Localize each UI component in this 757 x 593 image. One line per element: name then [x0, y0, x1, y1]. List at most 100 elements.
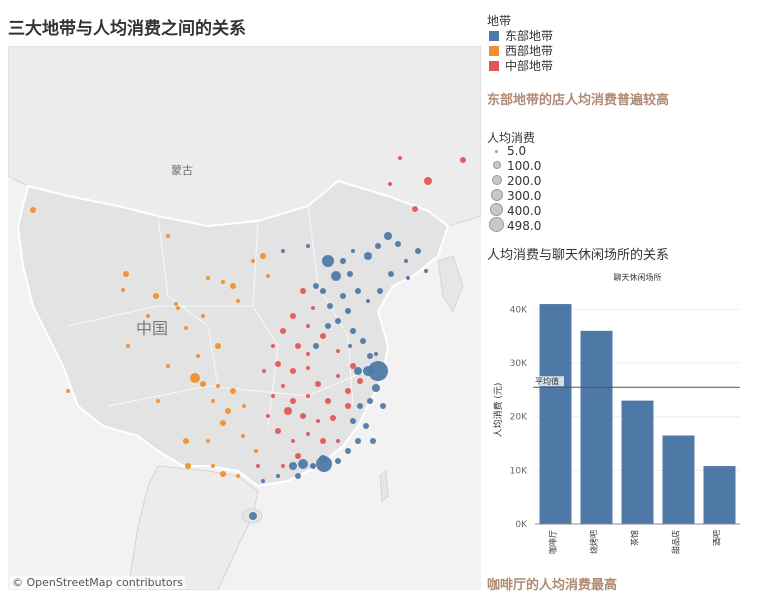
map-store-point[interactable]: [211, 399, 215, 403]
map-store-point[interactable]: [398, 156, 402, 160]
map-store-point[interactable]: [221, 280, 225, 284]
map-store-point[interactable]: [306, 394, 310, 398]
map-store-point[interactable]: [345, 308, 351, 314]
map-store-point[interactable]: [184, 326, 188, 330]
map-store-point[interactable]: [196, 354, 200, 358]
map-store-point[interactable]: [275, 361, 281, 367]
map-store-point[interactable]: [384, 232, 392, 240]
map-store-point[interactable]: [377, 288, 383, 294]
map-store-point[interactable]: [298, 459, 308, 469]
map-store-point[interactable]: [350, 328, 356, 334]
map-store-point[interactable]: [364, 252, 372, 260]
map-store-point[interactable]: [336, 439, 340, 443]
map-store-point[interactable]: [313, 283, 319, 289]
bar[interactable]: [703, 466, 736, 524]
map-store-point[interactable]: [415, 248, 421, 254]
map-store-point[interactable]: [350, 363, 356, 369]
map-store-point[interactable]: [166, 234, 170, 238]
map-store-point[interactable]: [315, 381, 321, 387]
map-store-point[interactable]: [306, 432, 310, 436]
map-store-point[interactable]: [206, 439, 210, 443]
map-store-point[interactable]: [320, 438, 326, 444]
map-store-point[interactable]: [153, 293, 159, 299]
map-store-point[interactable]: [290, 398, 296, 404]
map-store-point[interactable]: [320, 333, 326, 339]
map-store-point[interactable]: [310, 463, 316, 469]
map-store-point[interactable]: [215, 343, 221, 349]
map-store-point[interactable]: [347, 271, 353, 277]
map-store-point[interactable]: [185, 463, 191, 469]
map-store-point[interactable]: [166, 364, 170, 368]
map-store-point[interactable]: [367, 398, 373, 404]
map-store-point[interactable]: [30, 207, 36, 213]
map-store-point[interactable]: [284, 407, 292, 415]
map-store-point[interactable]: [183, 438, 189, 444]
map-store-point[interactable]: [291, 439, 295, 443]
map-store-point[interactable]: [266, 414, 270, 418]
map-store-point[interactable]: [335, 318, 341, 324]
map-store-point[interactable]: [367, 353, 373, 359]
map-store-point[interactable]: [211, 464, 215, 468]
map-store-point[interactable]: [357, 378, 363, 384]
map-store-point[interactable]: [290, 313, 296, 319]
map-store-point[interactable]: [174, 302, 178, 306]
bar[interactable]: [662, 435, 695, 524]
map-store-point[interactable]: [230, 283, 236, 289]
legend-item-east[interactable]: 东部地带: [489, 27, 553, 44]
map-store-point[interactable]: [220, 471, 226, 477]
map-store-point[interactable]: [404, 259, 408, 263]
map-store-point[interactable]: [275, 428, 281, 434]
map-store-point[interactable]: [363, 423, 369, 429]
map-store-point[interactable]: [271, 344, 275, 348]
map-store-point[interactable]: [355, 438, 361, 444]
map-store-point[interactable]: [355, 288, 361, 294]
map-store-point[interactable]: [300, 413, 306, 419]
map-store-point[interactable]: [216, 384, 220, 388]
map-store-point[interactable]: [295, 473, 301, 479]
map-store-point[interactable]: [360, 338, 366, 344]
map-store-point[interactable]: [281, 384, 285, 388]
map-store-point[interactable]: [313, 343, 319, 349]
map-store-point[interactable]: [230, 388, 236, 394]
map-store-point[interactable]: [249, 512, 257, 520]
map-store-point[interactable]: [311, 306, 315, 310]
map-store-point[interactable]: [156, 399, 160, 403]
map-store-point[interactable]: [271, 394, 275, 398]
map-store-point[interactable]: [372, 384, 380, 392]
bar[interactable]: [539, 304, 572, 524]
map-store-point[interactable]: [368, 361, 388, 381]
map-store-point[interactable]: [295, 453, 301, 459]
map-store-point[interactable]: [316, 456, 332, 472]
map-store-point[interactable]: [388, 182, 392, 186]
china-map[interactable]: 蒙古 中国 © OpenStreetMap contributors: [8, 46, 481, 590]
map-store-point[interactable]: [406, 276, 410, 280]
map-store-point[interactable]: [424, 177, 432, 185]
map-store-point[interactable]: [220, 420, 226, 426]
map-store-point[interactable]: [306, 352, 310, 356]
map-store-point[interactable]: [276, 474, 280, 478]
map-store-point[interactable]: [306, 244, 310, 248]
map-store-point[interactable]: [176, 306, 180, 310]
map-store-point[interactable]: [300, 288, 306, 294]
map-store-point[interactable]: [290, 368, 296, 374]
map-store-point[interactable]: [325, 398, 331, 404]
map-store-point[interactable]: [201, 314, 205, 318]
map-attribution[interactable]: © OpenStreetMap contributors: [10, 576, 185, 589]
map-store-point[interactable]: [266, 274, 270, 278]
bar[interactable]: [621, 400, 654, 524]
map-store-point[interactable]: [412, 206, 418, 212]
map-store-point[interactable]: [327, 303, 333, 309]
map-store-point[interactable]: [316, 419, 320, 423]
map-store-point[interactable]: [351, 249, 355, 253]
map-store-point[interactable]: [236, 299, 240, 303]
map-store-point[interactable]: [345, 403, 351, 409]
map-store-point[interactable]: [306, 324, 310, 328]
map-store-point[interactable]: [126, 344, 130, 348]
map-store-point[interactable]: [340, 258, 346, 264]
legend-item-west[interactable]: 西部地带: [489, 42, 553, 59]
map-store-point[interactable]: [236, 474, 240, 478]
map-store-point[interactable]: [254, 449, 258, 453]
map-store-point[interactable]: [370, 438, 376, 444]
map-store-point[interactable]: [335, 458, 341, 464]
map-store-point[interactable]: [281, 464, 285, 468]
